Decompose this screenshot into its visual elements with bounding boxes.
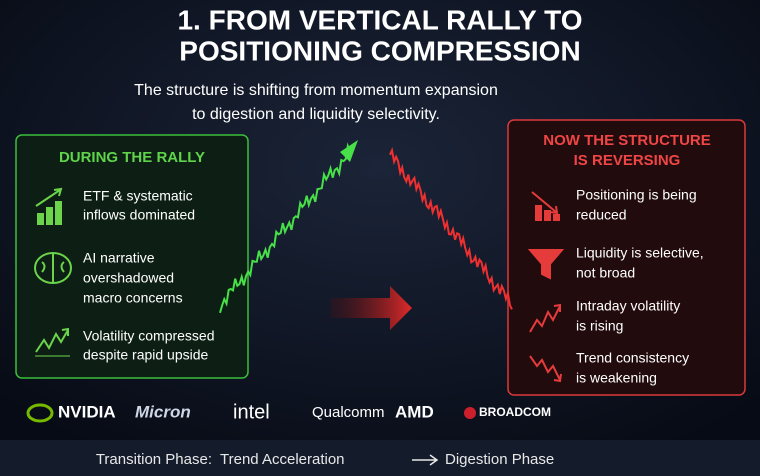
item-text: macro concerns <box>83 290 183 306</box>
logo: intel <box>233 401 270 423</box>
item-text: AI narrative <box>83 250 155 266</box>
item-text: Volatility compressed <box>83 328 215 344</box>
item-text: reduced <box>576 207 627 223</box>
item-text: ETF & systematic <box>83 188 193 204</box>
item-text: Intraday volatility <box>576 298 680 314</box>
funnel-icon <box>527 249 565 280</box>
title: 1. FROM VERTICAL RALLY TO <box>177 4 582 35</box>
footer-to: Digestion Phase <box>445 451 554 468</box>
item-text: Trend consistency <box>576 350 689 366</box>
subtitle: to digestion and liquidity selectivity. <box>192 106 440 123</box>
logo-mark <box>26 403 54 423</box>
logo-mark <box>464 407 476 419</box>
logo: AMD <box>395 402 434 421</box>
logo: NVIDIA <box>58 402 116 421</box>
bars-icon <box>35 187 63 225</box>
volatility-icon <box>35 327 70 357</box>
footer-label: Transition Phase: <box>96 451 212 468</box>
rally-arrowhead <box>340 140 358 162</box>
down-bars-icon <box>531 191 560 221</box>
icons <box>34 187 72 357</box>
logo: BROADCOM <box>479 405 551 419</box>
panel-title: IS REVERSING <box>574 152 681 169</box>
footer-bar <box>0 440 760 476</box>
rally-line <box>219 142 351 314</box>
icons <box>527 191 565 383</box>
item-text: is weakening <box>576 370 657 386</box>
item-text: is rising <box>576 318 623 334</box>
footer-arrow <box>412 454 439 466</box>
item-text: inflows dominated <box>83 207 195 223</box>
item-text: not broad <box>576 265 635 281</box>
brain-icon <box>34 252 72 284</box>
subtitle: The structure is shifting from momentum … <box>134 82 498 99</box>
panel-title: DURING THE RALLY <box>59 149 205 166</box>
item-text: despite rapid upside <box>83 347 209 363</box>
transition-arrow <box>330 286 412 330</box>
panel-title: NOW THE STRUCTURE <box>543 132 711 149</box>
down-trend-icon <box>529 355 562 383</box>
item-text: Liquidity is selective, <box>576 245 704 261</box>
logo: Micron <box>135 402 191 421</box>
logo: Qualcomm <box>312 404 385 421</box>
title: POSITIONING COMPRESSION <box>179 35 580 66</box>
logos: NVIDIA Micron intel Qualcomm AMD BROADCOM <box>26 401 551 423</box>
spike-icon <box>529 303 561 333</box>
decline-line <box>389 146 513 310</box>
item-text: overshadowed <box>83 270 174 286</box>
footer-from: Trend Acceleration <box>220 451 345 468</box>
rally-panel <box>15 134 249 379</box>
reversal-panel <box>507 119 746 396</box>
item-text: Positioning is being <box>576 187 697 203</box>
